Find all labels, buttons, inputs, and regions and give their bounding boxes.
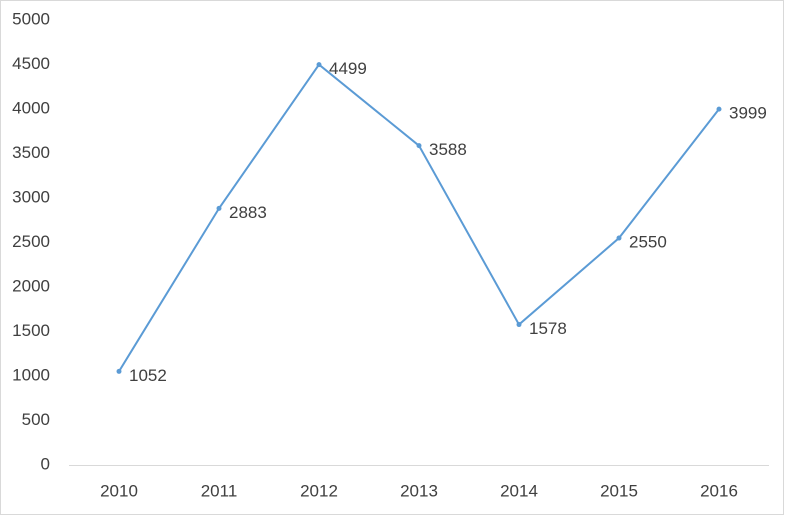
data-label: 1578 <box>529 319 567 338</box>
point <box>716 106 722 112</box>
y-tick-label: 2500 <box>12 232 50 251</box>
y-tick-label: 2000 <box>12 276 50 295</box>
point <box>216 205 222 211</box>
data-label: 3999 <box>729 104 767 123</box>
y-tick-label: 1000 <box>12 365 50 384</box>
y-tick-label: 4500 <box>12 54 50 73</box>
y-tick-label: 0 <box>41 454 50 473</box>
x-tick-label: 2016 <box>700 481 738 500</box>
y-tick-label: 500 <box>22 410 50 429</box>
y-tick-label: 4000 <box>12 98 50 117</box>
point <box>516 322 522 328</box>
data-label: 4499 <box>329 59 367 78</box>
x-tick-label: 2013 <box>400 481 438 500</box>
x-tick-label: 2012 <box>300 481 338 500</box>
x-tick-label: 2015 <box>600 481 638 500</box>
y-tick-label: 3000 <box>12 187 50 206</box>
data-label: 3588 <box>429 140 467 159</box>
y-tick-label: 3500 <box>12 143 50 162</box>
data-label: 1052 <box>129 366 167 385</box>
x-tick-label: 2014 <box>500 481 538 500</box>
x-tick-label: 2011 <box>201 481 238 500</box>
point <box>616 235 622 241</box>
data-label: 2550 <box>629 233 667 252</box>
y-tick-label: 5000 <box>12 9 50 28</box>
data-label: 2883 <box>229 203 267 222</box>
point <box>416 143 422 149</box>
point <box>316 62 322 68</box>
x-tick-label: 2010 <box>100 481 138 500</box>
point <box>116 368 122 374</box>
y-tick-label: 1500 <box>12 321 50 340</box>
